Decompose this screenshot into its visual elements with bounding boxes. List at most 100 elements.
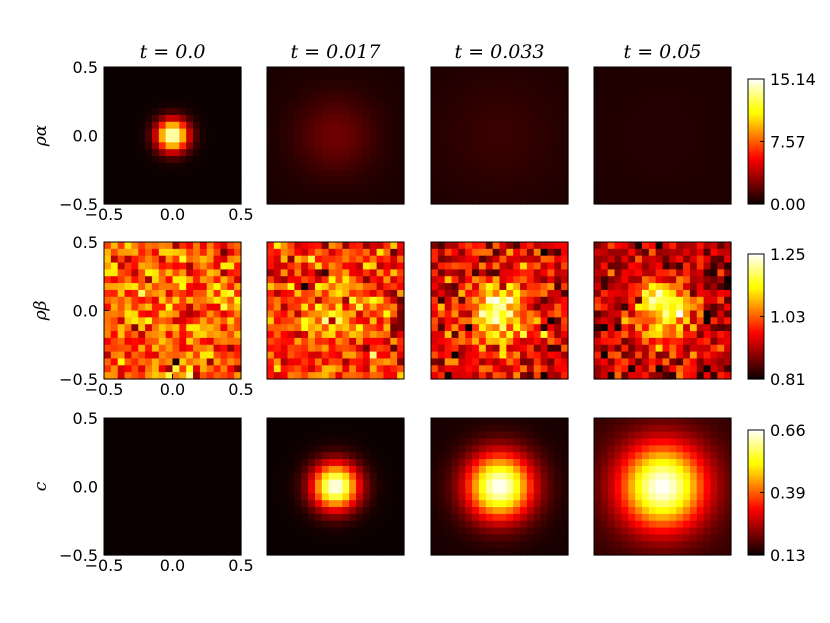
colorbar-segment bbox=[748, 201, 764, 205]
heatmap-cell bbox=[614, 87, 622, 95]
heatmap-cell bbox=[165, 108, 174, 116]
heatmap-cell bbox=[199, 149, 208, 157]
heatmap-cell bbox=[138, 351, 146, 360]
heatmap-cell bbox=[308, 197, 316, 205]
heatmap-cell bbox=[383, 283, 391, 291]
heatmap-cell bbox=[600, 197, 609, 205]
heatmap-cell bbox=[117, 351, 126, 360]
heatmap-panel bbox=[103, 241, 242, 380]
heatmap-cell bbox=[104, 331, 112, 339]
heatmap-cell bbox=[655, 242, 664, 250]
heatmap-cell bbox=[676, 324, 684, 332]
heatmap-cell bbox=[131, 169, 139, 178]
heatmap-cell bbox=[117, 324, 126, 332]
colorbar-segment bbox=[748, 197, 764, 201]
heatmap-cell bbox=[635, 135, 643, 143]
heatmap-cell bbox=[594, 262, 602, 270]
heatmap-cell bbox=[138, 73, 146, 82]
heatmap-cell bbox=[199, 527, 208, 536]
heatmap-cell bbox=[234, 534, 242, 542]
heatmap-cell bbox=[526, 310, 535, 318]
heatmap-cell bbox=[621, 190, 629, 198]
heatmap-cell bbox=[662, 142, 670, 150]
heatmap-cell bbox=[594, 176, 602, 185]
heatmap-cell bbox=[533, 465, 542, 474]
heatmap-cell bbox=[492, 351, 501, 360]
heatmap-cell bbox=[614, 156, 622, 164]
heatmap-cell bbox=[294, 365, 302, 373]
heatmap-cell bbox=[138, 459, 146, 467]
heatmap-cell bbox=[193, 296, 201, 305]
heatmap-cell bbox=[321, 135, 330, 143]
heatmap-cell bbox=[628, 500, 636, 508]
heatmap-cell bbox=[227, 486, 235, 494]
heatmap-cell bbox=[533, 101, 542, 109]
heatmap-cell bbox=[220, 114, 228, 123]
heatmap-cell bbox=[280, 67, 289, 75]
heatmap-cell bbox=[273, 337, 282, 346]
heatmap-cell bbox=[280, 169, 289, 178]
heatmap-cell bbox=[356, 242, 364, 250]
heatmap-cell bbox=[383, 472, 391, 481]
heatmap-cell bbox=[124, 87, 132, 95]
heatmap-cell bbox=[513, 101, 521, 109]
heatmap-cell bbox=[554, 472, 562, 481]
heatmap-cell bbox=[314, 114, 323, 123]
heatmap-cell bbox=[362, 365, 371, 373]
heatmap-cell bbox=[186, 101, 194, 109]
heatmap-cell bbox=[710, 438, 718, 446]
heatmap-cell bbox=[206, 424, 215, 433]
heatmap-cell bbox=[227, 269, 235, 277]
heatmap-cell bbox=[492, 80, 501, 89]
heatmap-cell bbox=[499, 289, 507, 298]
heatmap-cell bbox=[662, 135, 670, 143]
heatmap-cell bbox=[390, 317, 398, 325]
heatmap-cell bbox=[554, 337, 562, 346]
heatmap-cell bbox=[492, 135, 501, 143]
heatmap-cell bbox=[520, 351, 528, 360]
heatmap-cell bbox=[335, 94, 343, 102]
heatmap-cell bbox=[506, 351, 514, 360]
heatmap-cell bbox=[280, 459, 289, 467]
colorbar-segment bbox=[748, 358, 764, 361]
heatmap-cell bbox=[287, 372, 295, 380]
heatmap-cell bbox=[227, 445, 235, 453]
heatmap-cell bbox=[124, 493, 132, 501]
heatmap-cell bbox=[131, 135, 139, 143]
heatmap-cell bbox=[506, 541, 514, 549]
heatmap-cell bbox=[683, 73, 691, 82]
heatmap-cell bbox=[356, 424, 364, 433]
heatmap-cell bbox=[104, 459, 112, 467]
heatmap-cell bbox=[554, 303, 562, 312]
heatmap-cell bbox=[356, 87, 364, 95]
heatmap-cell bbox=[328, 135, 337, 143]
heatmap-cell bbox=[526, 289, 535, 298]
heatmap-cell bbox=[451, 190, 459, 198]
heatmap-cell bbox=[369, 67, 378, 75]
heatmap-cell bbox=[172, 472, 180, 481]
heatmap-cell bbox=[356, 365, 364, 373]
heatmap-cell bbox=[689, 283, 698, 291]
heatmap-cell bbox=[683, 114, 691, 123]
heatmap-cell bbox=[104, 262, 112, 270]
heatmap-cell bbox=[600, 262, 609, 270]
heatmap-cell bbox=[124, 548, 132, 556]
heatmap-cell bbox=[145, 331, 153, 339]
heatmap-cell bbox=[676, 156, 684, 164]
heatmap-cell bbox=[356, 520, 364, 529]
colorbar-segment bbox=[748, 79, 764, 82]
colorbar-segment bbox=[748, 448, 764, 452]
heatmap-cell bbox=[145, 534, 153, 542]
heatmap-cell bbox=[600, 438, 609, 446]
heatmap-cell bbox=[383, 162, 391, 171]
heatmap-cell bbox=[287, 365, 295, 373]
heatmap-cell bbox=[614, 190, 622, 198]
heatmap-cell bbox=[342, 520, 350, 529]
heatmap-cell bbox=[280, 114, 289, 123]
heatmap-cell bbox=[213, 162, 222, 171]
heatmap-cell bbox=[117, 135, 126, 143]
heatmap-cell bbox=[213, 67, 222, 75]
heatmap-cell bbox=[513, 156, 521, 164]
heatmap-cell bbox=[383, 255, 391, 264]
heatmap-cell bbox=[376, 452, 385, 460]
